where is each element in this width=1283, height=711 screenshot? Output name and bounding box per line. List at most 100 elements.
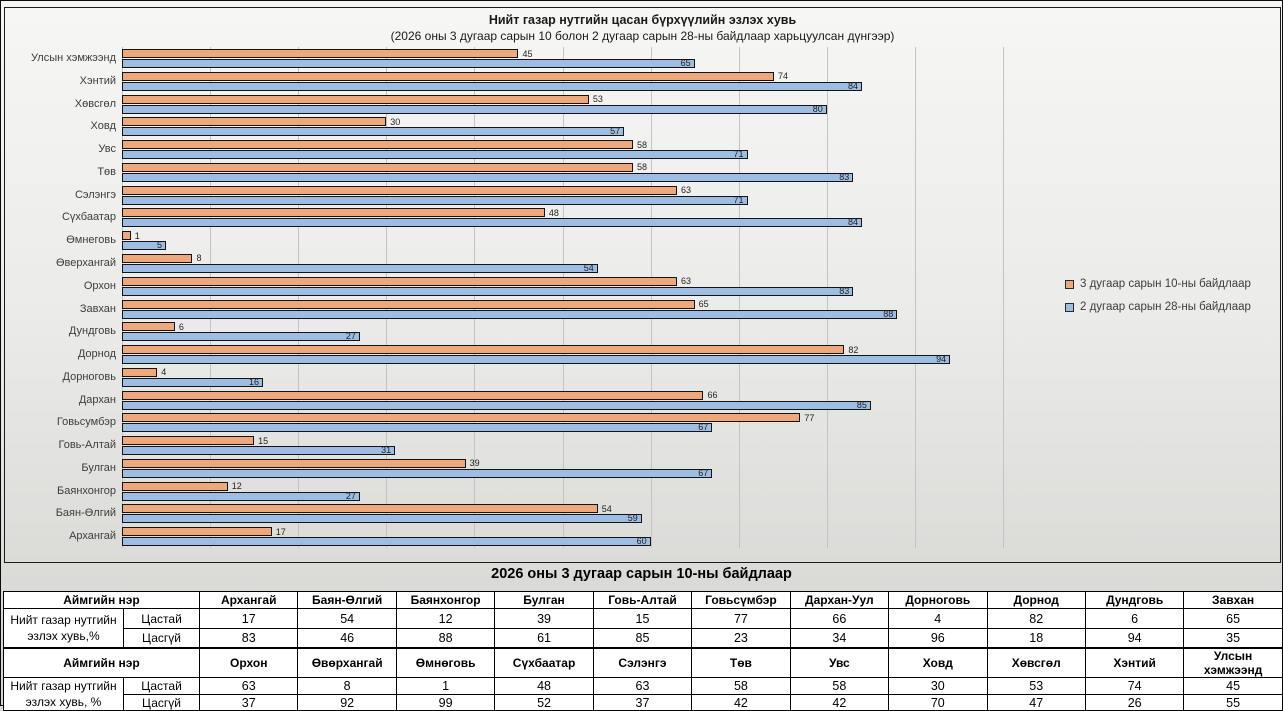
gridline: [826, 47, 828, 548]
category-label: Сүхбаатар: [61, 211, 116, 224]
table-column-header: Завхан: [1183, 590, 1283, 610]
table-corner-label: Аймгийн нэр: [3, 590, 200, 610]
category-label: Баянхонгор: [57, 484, 116, 497]
bar-value-label: 53: [592, 94, 603, 105]
bar-march10: [122, 299, 695, 309]
table-value-cell: 83: [198, 627, 299, 649]
gridline: [298, 47, 300, 548]
table-value-cell: 52: [494, 693, 594, 711]
table-value-cell: 47: [986, 693, 1086, 711]
table-value-cell: 46: [297, 627, 397, 649]
category-row: Дундговь 6 27: [69, 320, 1003, 343]
category-row: Булган 39 67: [81, 457, 1003, 480]
table-column-header: Улсын хэмжээнд: [1183, 648, 1283, 678]
bar-feb28: 71: [122, 150, 748, 160]
table-column-header: Говьсүмбэр: [691, 590, 791, 610]
table-value-cell: 35: [1183, 627, 1283, 649]
bar-value-label: 54: [583, 262, 594, 273]
category-row: Говьсумбэр 77 67: [57, 411, 1003, 434]
table-value-cell: 70: [888, 693, 988, 711]
table-column-header: Сүхбаатар: [494, 648, 594, 678]
bar-value-label: 60: [636, 536, 647, 547]
bar-feb28: 85: [122, 400, 871, 410]
category-row: Хөвсгөл 53 80: [75, 93, 1003, 116]
category-label: Архангай: [69, 530, 116, 543]
bar-feb28: 94: [122, 355, 951, 365]
category-label: Увс: [98, 143, 116, 156]
bar-march10: [122, 49, 519, 58]
category-label: Өверхангай: [56, 256, 116, 269]
table-value-cell: 4: [888, 608, 988, 629]
category-label: Дундговь: [68, 325, 116, 338]
table-column-header: Увс: [789, 648, 890, 678]
bar-feb28: 83: [122, 286, 854, 296]
gridline: [210, 47, 212, 548]
table-value-cell: 8: [297, 677, 397, 695]
table-row-label: Цасгүй: [123, 627, 200, 649]
bar-value-label: 58: [636, 139, 647, 150]
bar-march10: [122, 117, 387, 127]
category-label: Завхан: [79, 302, 116, 315]
gridline: [914, 47, 916, 548]
bar-value-label: 63: [681, 276, 692, 287]
category-row: Баянхонгор 12 27: [57, 480, 1003, 503]
table-value-cell: 30: [888, 677, 988, 695]
category-label: Хөвсгөл: [74, 97, 116, 110]
table-value-cell: 45: [1183, 677, 1283, 695]
table-value-cell: 17: [198, 608, 299, 629]
table-value-cell: 58: [789, 677, 890, 695]
legend-label: 2 дугаар сарын 28-ны байдлаар: [1080, 301, 1251, 313]
category-row: Сэлэнгэ 63 71: [75, 184, 1003, 207]
gridline: [386, 47, 388, 548]
table-column-header: Дундговь: [1084, 590, 1185, 610]
table-value-cell: 92: [297, 693, 397, 711]
table-column-header: Архангай: [198, 590, 299, 610]
bar-value-label: 6: [178, 321, 184, 332]
table-value-cell: 48: [494, 677, 594, 695]
category-row: Увс 58 71: [98, 138, 1003, 161]
table-value-cell: 42: [789, 693, 890, 711]
category-label: Говьсумбэр: [56, 416, 116, 429]
summary-table: Аймгийн нэр Орхон Өвөрхангай Өмнөговь Сүхбаа…: [3, 648, 1283, 711]
category-row: Дорноговь 4 16: [63, 366, 1003, 389]
table-column-header: Баян-Өлгий: [297, 590, 397, 610]
bar-feb28: 83: [122, 172, 854, 182]
bar-value-label: 16: [248, 376, 259, 387]
bar-value-label: 71: [733, 194, 744, 205]
table-value-cell: 96: [888, 627, 988, 649]
bar-feb28: 65: [122, 59, 695, 68]
table-column-header: Дархан-Уул: [789, 590, 890, 610]
legend-item: 2 дугаар сарын 28-ны байдлаар: [1065, 301, 1251, 313]
bar-value-label: 82: [848, 344, 859, 355]
table-column-header: Орхон: [198, 648, 299, 678]
bar-feb28: 54: [122, 262, 598, 273]
category-label: Говь-Алтай: [58, 439, 116, 452]
bar-value-label: 65: [680, 58, 691, 68]
gridline: [562, 47, 564, 548]
bar-value-label: 84: [848, 217, 859, 228]
table-value-cell: 34: [789, 627, 890, 649]
bar-value-label: 39: [469, 458, 480, 469]
category-row: Завхан 65 88: [80, 298, 1003, 321]
table-column-header: Өвөрхангай: [297, 648, 397, 678]
table-group-label: Нийт газар нутгийн эзлэх хувь, %: [3, 676, 124, 711]
table-value-cell: 54: [297, 608, 397, 629]
category-row: Төв 58 83: [97, 161, 1003, 184]
table-value-cell: 65: [1183, 608, 1283, 629]
bar-march10: [122, 390, 704, 400]
bar-value-label: 4: [161, 367, 167, 378]
table-column-header: Сэлэнгэ: [592, 648, 693, 678]
legend-swatch: [1065, 302, 1074, 312]
plot-area: 0102030405060708090100Улсын хэмжээнд4565…: [31, 47, 1011, 600]
table-value-cell: 23: [691, 627, 791, 649]
bar-feb28: 71: [122, 194, 748, 205]
bar-feb28: 57: [122, 127, 625, 137]
table-value-cell: 77: [691, 608, 791, 629]
bar-feb28: 27: [122, 332, 360, 342]
table-value-cell: 12: [395, 608, 496, 629]
bar-value-label: 84: [848, 80, 859, 91]
bar-feb28: 60: [122, 536, 651, 547]
bar-value-label: 1: [134, 230, 140, 241]
legend-item: 3 дугаар сарын 10-ны байдлаар: [1065, 278, 1251, 290]
table-value-cell: 26: [1084, 693, 1185, 711]
